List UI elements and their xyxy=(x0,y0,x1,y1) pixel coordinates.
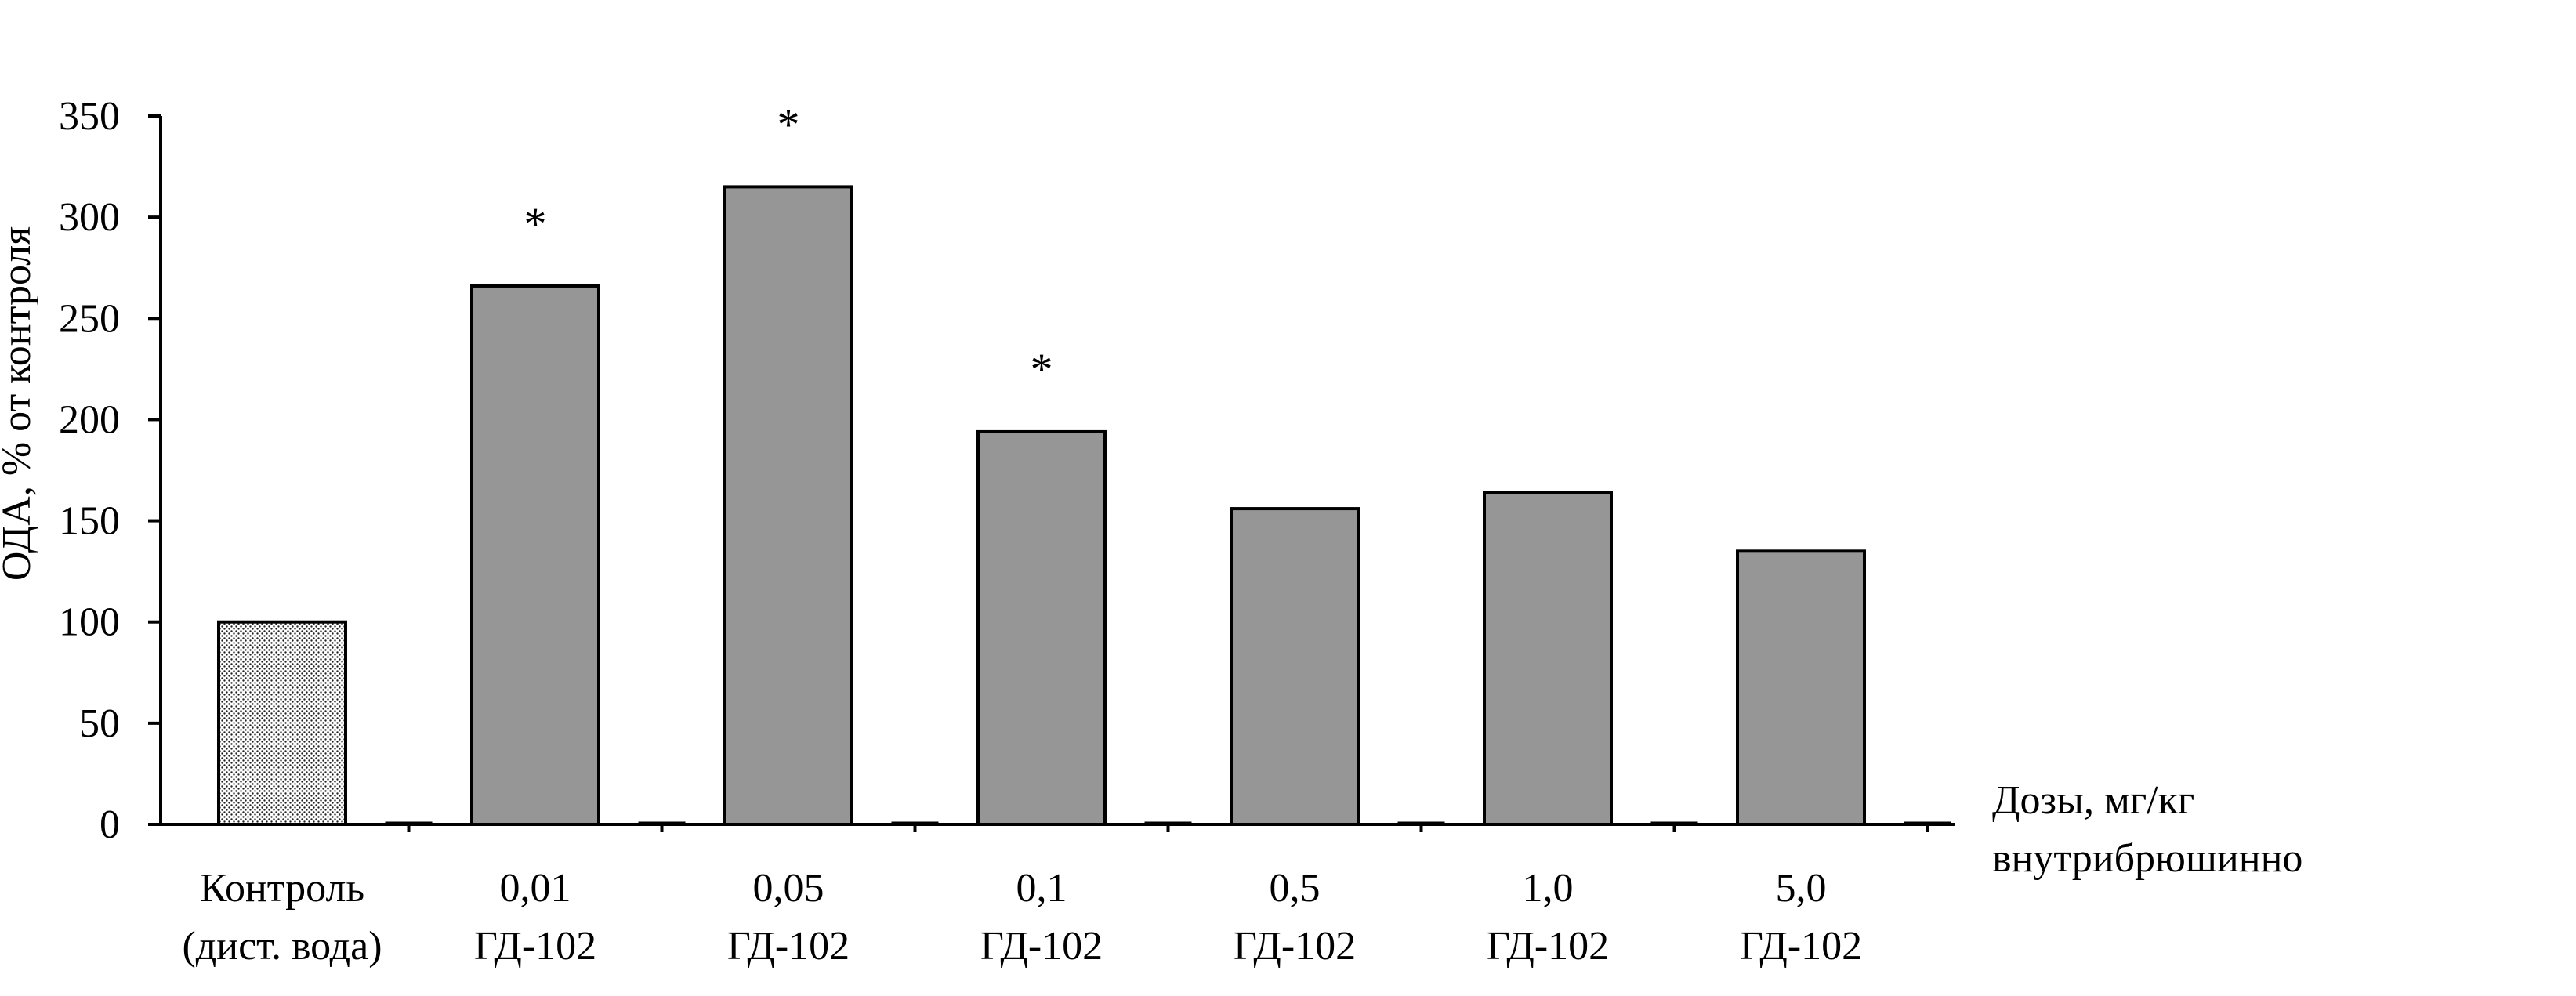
significance-marks: * * * xyxy=(524,99,1053,395)
category-label-line-2: ГД-102 xyxy=(727,924,850,969)
category-label-line-1: 5,0 xyxy=(1776,866,1827,911)
bar-dose-5 xyxy=(1483,491,1613,826)
bar-dose-4 xyxy=(1230,507,1360,826)
bar-dose-3 xyxy=(976,429,1107,826)
y-tick-label: 350 xyxy=(59,94,120,139)
y-tick-label: 150 xyxy=(59,499,120,544)
bars xyxy=(217,185,1866,826)
category-label-line-1: 1,0 xyxy=(1523,866,1574,911)
bar-dose-6 xyxy=(1736,549,1866,826)
category-label-line-1: Контроль xyxy=(200,866,364,911)
y-tick-label: 250 xyxy=(59,296,120,341)
category-label-line-1: 0,1 xyxy=(1016,866,1067,911)
category-label-line-2: ГД-102 xyxy=(1234,924,1356,969)
significance-asterisk: * xyxy=(777,99,800,150)
significance-asterisk: * xyxy=(524,198,547,249)
category-label-line-2: ГД-102 xyxy=(474,924,596,969)
y-tick-label: 100 xyxy=(59,600,120,645)
y-axis-ticks: 0 50 100 150 200 250 300 350 xyxy=(59,94,161,847)
category-label-line-2: ГД-102 xyxy=(980,924,1103,969)
significance-asterisk: * xyxy=(1031,344,1053,395)
x-axis-title-line-1: Дозы, мг/кг xyxy=(1992,778,2194,823)
y-axis-title: ОДА, % от контроля xyxy=(0,226,39,581)
y-tick-label: 200 xyxy=(59,397,120,442)
category-labels: Контроль (дист. вода) 0,01 ГД-102 0,05 ГД-102… xyxy=(182,866,1862,969)
category-label-line-2: ГД-102 xyxy=(1740,924,1862,969)
y-tick-label: 0 xyxy=(100,802,120,847)
bar-dose-1 xyxy=(470,284,600,826)
y-tick-label: 300 xyxy=(59,195,120,240)
category-label-line-2: ГД-102 xyxy=(1487,924,1609,969)
x-axis-title-line-2: внутрибрюшинно xyxy=(1992,836,2302,881)
y-tick-label: 50 xyxy=(79,701,120,746)
category-label-line-2: (дист. вода) xyxy=(182,924,382,969)
bar-dose-2 xyxy=(723,185,853,826)
category-label-line-1: 0,05 xyxy=(753,866,824,911)
category-label-line-1: 0,5 xyxy=(1270,866,1321,911)
category-label-line-1: 0,01 xyxy=(500,866,571,911)
bar-control xyxy=(217,620,347,826)
